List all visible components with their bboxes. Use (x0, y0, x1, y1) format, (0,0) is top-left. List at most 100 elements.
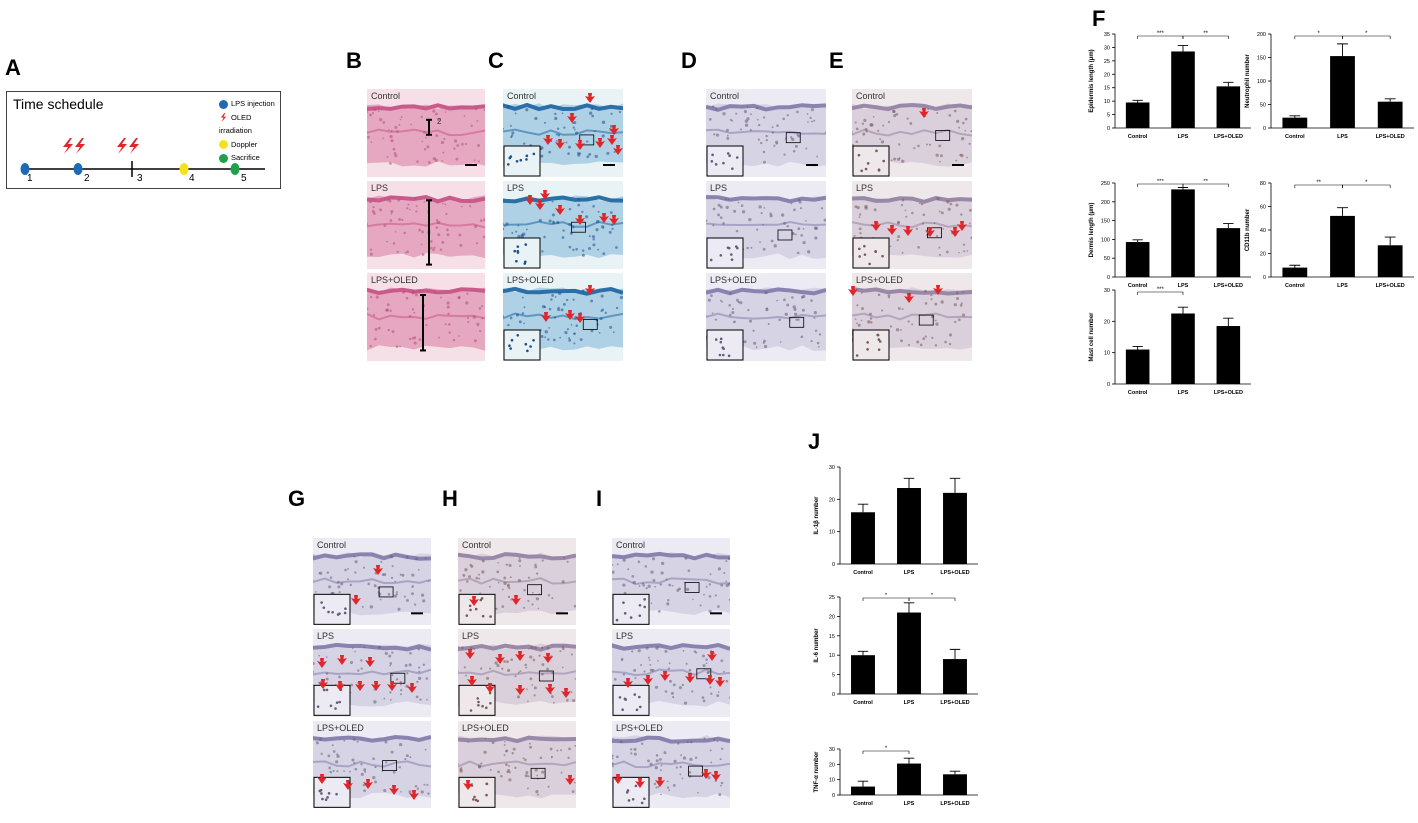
y-tick-label: 5 (832, 673, 835, 679)
tissue-section (313, 734, 431, 808)
error-bar (1132, 345, 1143, 350)
tissue-section (852, 103, 972, 177)
x-tick-label: LPS (904, 801, 915, 807)
red-arrow-icon (933, 285, 943, 295)
tissue-section (503, 102, 623, 177)
panel-label-b: B (346, 48, 362, 73)
red-arrow-icon (585, 285, 595, 295)
red-arrow-icon (607, 135, 617, 145)
bar-chart-il6: 0 5 10 15 20 25 IL-6 number Control LPS LPS+OLED *… (814, 593, 978, 706)
y-axis-label: CD11b number (1245, 208, 1251, 251)
red-arrow-icon (715, 677, 725, 687)
error-bar (1132, 99, 1143, 103)
condition-label: LPS+OLED (856, 275, 903, 285)
y-tick-label: 30 (1104, 288, 1110, 294)
red-arrow-icon (575, 313, 585, 323)
error-bar (903, 602, 915, 613)
red-arrow-icon (365, 657, 375, 667)
x-tick-label: LPS (904, 700, 915, 706)
y-tick-label: 20 (829, 614, 835, 620)
condition-label: LPS+OLED (317, 722, 364, 733)
y-tick-label: 0 (1107, 126, 1110, 132)
legend-sacrifice: Sacrifice (219, 151, 280, 165)
x-tick-label: Control (1128, 134, 1148, 140)
y-axis-label: TNF-α number (814, 751, 820, 793)
condition-label: LPS+OLED (507, 275, 554, 285)
tissue-section (706, 103, 826, 177)
bar-lps-oled (1216, 228, 1241, 277)
micrograph-2-control: Control (706, 89, 826, 177)
red-arrow-icon (555, 139, 565, 149)
red-arrow-icon (871, 221, 881, 231)
error-bar (857, 503, 869, 513)
significance-bracket (1182, 35, 1229, 39)
legend-lps-injection: LPS injection (219, 97, 280, 111)
bar-lps (897, 488, 921, 564)
red-arrow-icon (565, 775, 575, 785)
y-tick-label: 15 (1104, 86, 1110, 92)
tissue-section (706, 287, 826, 361)
bar-control (1282, 117, 1308, 128)
significance-label: * (1365, 180, 1368, 186)
panel-label-i: I (596, 486, 603, 511)
significance-bracket (1342, 184, 1391, 188)
red-arrow-icon (409, 790, 419, 800)
significance-label: *** (1157, 287, 1165, 293)
x-tick-label: Control (853, 801, 873, 807)
x-tick-label: LPS+OLED (1376, 283, 1405, 289)
red-arrow-icon (623, 678, 633, 688)
tissue-section (313, 643, 431, 717)
red-arrow-icon (705, 675, 715, 685)
schedule-timeline (20, 138, 265, 177)
red-arrow-icon (904, 293, 914, 303)
y-axis-label: Mast cell number (1089, 312, 1095, 362)
condition-label: Control (710, 91, 740, 101)
condition-label: LPS+OLED (371, 275, 418, 285)
condition-label: Control (856, 91, 886, 101)
bar-control (1125, 102, 1150, 128)
error-bar (1384, 98, 1396, 102)
y-tick-label: 0 (832, 562, 835, 568)
x-tick-label: LPS+OLED (1214, 134, 1243, 140)
panel-label-c: C (488, 48, 504, 73)
bar-control (1125, 349, 1150, 384)
micrograph-4-lps: LPS (313, 629, 431, 717)
y-tick-label: 30 (829, 747, 835, 753)
y-tick-label: 10 (1104, 99, 1110, 105)
significance-label: * (885, 593, 888, 599)
micrograph-5-lps_oled: LPS+OLED (458, 720, 576, 808)
error-bar (1177, 45, 1189, 52)
bar-control (1282, 267, 1308, 277)
condition-label: LPS (616, 631, 634, 642)
micrograph-6-control: Control (612, 538, 730, 626)
day-label-5: 5 (241, 173, 247, 184)
tissue-section (458, 643, 576, 717)
x-tick-label: LPS+OLED (1214, 390, 1243, 396)
red-arrow-icon (609, 215, 619, 225)
red-arrow-icon (545, 684, 555, 694)
red-arrow-icon (467, 676, 477, 686)
red-arrow-icon (565, 310, 575, 320)
significance-label: ** (1203, 179, 1208, 185)
condition-label: LPS (462, 631, 480, 642)
red-arrow-icon (387, 681, 397, 691)
y-tick-label: 60 (1260, 205, 1266, 211)
schedule-legend: LPS injection OLED irradiation Doppler S… (219, 97, 280, 165)
y-tick-label: 200 (1257, 32, 1266, 38)
y-tick-label: 50 (1260, 103, 1266, 109)
y-tick-label: 0 (1263, 275, 1266, 281)
significance-bracket (1342, 35, 1391, 39)
micrograph-4-control: Control (313, 538, 431, 626)
bar-lps (1330, 215, 1355, 277)
red-arrow-icon (469, 596, 479, 606)
tissue-section (852, 196, 972, 269)
tissue-section (503, 195, 623, 269)
bar-control (851, 655, 875, 694)
significance-label: * (1365, 31, 1368, 37)
condition-label: Control (371, 91, 401, 101)
y-tick-label: 40 (1260, 228, 1266, 234)
y-tick-label: 5 (1107, 113, 1110, 119)
red-arrow-icon (595, 138, 605, 148)
panel-label-j: J (808, 429, 821, 454)
bar-lps (897, 612, 921, 694)
